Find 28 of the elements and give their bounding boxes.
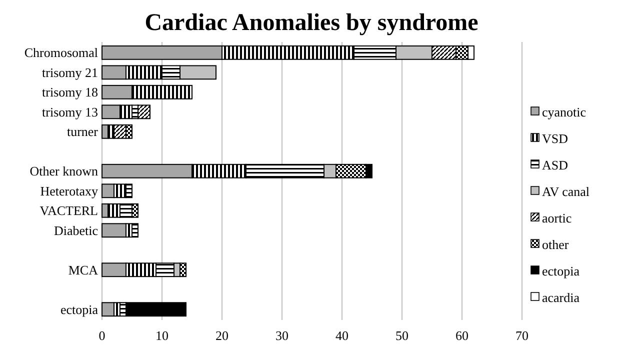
- y-tick-label: turner: [66, 124, 99, 140]
- y-tick-label: trisomy 18: [42, 84, 98, 100]
- y-tick-label: Heterotaxy: [40, 183, 98, 198]
- legend-label: AV canal: [542, 184, 590, 200]
- y-tick-label: MCA: [68, 262, 99, 278]
- x-tick-label: 70: [516, 328, 528, 343]
- legend-label: acardia: [542, 290, 580, 306]
- legend-label: other: [542, 237, 570, 252]
- y-tick-label: ectopia: [60, 302, 98, 317]
- legend-label: ectopia: [542, 264, 580, 279]
- chart-title: Cardiac Anomalies by syndrome: [144, 10, 479, 36]
- y-tick-label: Chromosomal: [24, 45, 98, 60]
- x-tick-label: 40: [336, 328, 348, 343]
- y-tick-label: Other known: [30, 164, 98, 179]
- y-tick-label: VACTERL: [40, 203, 98, 218]
- x-tick-label: 0: [98, 328, 106, 343]
- y-tick-label: trisomy 13: [42, 104, 98, 120]
- legend-label: aortic: [542, 210, 572, 226]
- x-tick-label: 10: [156, 328, 168, 343]
- legend-label: ASD: [542, 158, 568, 173]
- y-tick-label: trisomy 21: [42, 64, 98, 80]
- x-tick-label: 30: [276, 328, 288, 343]
- y-tick-label: Diabetic: [54, 222, 98, 238]
- legend-label: VSD: [542, 131, 568, 146]
- x-tick-label: 60: [456, 328, 468, 343]
- legend-label: cyanotic: [542, 104, 586, 120]
- x-tick-label: 20: [216, 328, 228, 343]
- x-tick-label: 50: [396, 328, 408, 343]
